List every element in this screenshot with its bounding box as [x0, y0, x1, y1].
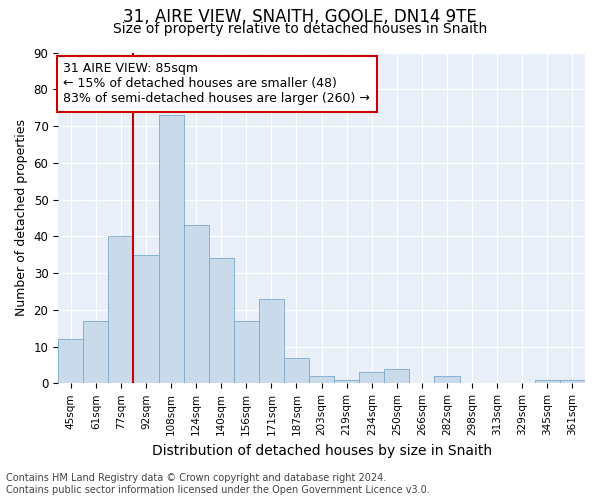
Text: 31, AIRE VIEW, SNAITH, GOOLE, DN14 9TE: 31, AIRE VIEW, SNAITH, GOOLE, DN14 9TE	[123, 8, 477, 26]
Text: Size of property relative to detached houses in Snaith: Size of property relative to detached ho…	[113, 22, 487, 36]
Bar	[535, 380, 560, 384]
Bar	[560, 380, 585, 384]
Bar	[384, 368, 409, 384]
Bar	[284, 358, 309, 384]
Bar	[158, 115, 184, 384]
Y-axis label: Number of detached properties: Number of detached properties	[15, 120, 28, 316]
Bar	[309, 376, 334, 384]
Bar	[209, 258, 234, 384]
Text: Contains HM Land Registry data © Crown copyright and database right 2024.
Contai: Contains HM Land Registry data © Crown c…	[6, 474, 430, 495]
Bar	[359, 372, 384, 384]
X-axis label: Distribution of detached houses by size in Snaith: Distribution of detached houses by size …	[152, 444, 491, 458]
Bar	[184, 226, 209, 384]
Text: 31 AIRE VIEW: 85sqm
← 15% of detached houses are smaller (48)
83% of semi-detach: 31 AIRE VIEW: 85sqm ← 15% of detached ho…	[64, 62, 370, 106]
Bar	[334, 380, 359, 384]
Bar	[109, 236, 133, 384]
Bar	[58, 339, 83, 384]
Bar	[434, 376, 460, 384]
Bar	[259, 299, 284, 384]
Bar	[133, 254, 158, 384]
Bar	[83, 321, 109, 384]
Bar	[234, 321, 259, 384]
